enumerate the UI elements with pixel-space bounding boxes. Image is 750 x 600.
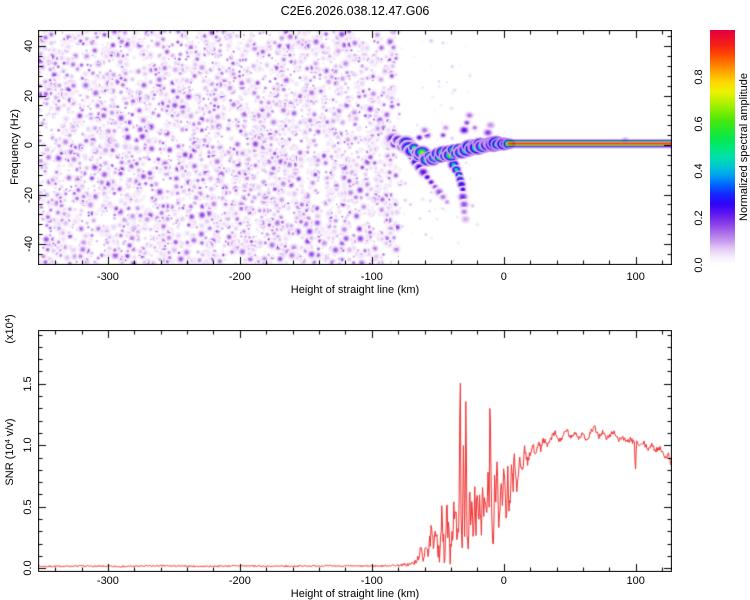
colorbar-tick-label: 0.4: [693, 163, 705, 179]
spectrogram-y-tick-label: -40: [23, 236, 35, 252]
spectrogram-x-tick-label: 100: [626, 271, 645, 283]
snr-x-tick-label: -200: [228, 575, 251, 587]
colorbar-tick-label: 0.2: [693, 210, 705, 226]
snr-plot: [38, 330, 672, 572]
spectrogram-x-tick-label: -100: [360, 271, 383, 283]
snr-x-axis-label: Height of straight line (km): [290, 588, 420, 600]
colorbar-tick-label: 0.0: [693, 257, 705, 273]
colorbar-tick-label: 0.8: [693, 69, 705, 85]
spectrogram-y-tick-label: -20: [23, 186, 35, 203]
spectrogram-y-tick-label: 0: [23, 141, 35, 149]
spectrogram-y-tick-label: 20: [23, 89, 35, 102]
snr-axis-scale-note: (x104): [2, 314, 17, 344]
colorbar: [710, 30, 735, 265]
snr-x-tick-label: -100: [360, 575, 383, 587]
spectrogram-plot: [38, 30, 672, 265]
spectrogram-x-axis-label: Height of straight line (km): [290, 284, 420, 296]
snr-x-tick-label: 100: [626, 575, 645, 587]
spectrogram-y-tick-label: 40: [23, 39, 35, 53]
spectrogram-x-tick-label: -300: [96, 271, 119, 283]
page-title: C2E6.2026.038.12.47.G06: [280, 4, 430, 18]
snr-x-tick-label: 0: [500, 575, 507, 587]
spectrogram-y-axis-label: Frequency (Hz): [9, 109, 21, 185]
colorbar-label: Normalized spectral amplitude: [738, 73, 750, 221]
spectrogram-x-tick-label: 0: [500, 271, 507, 283]
snr-y-axis-label: SNR (104 v/v): [2, 418, 17, 486]
snr-y-tick-label: 0.0: [22, 560, 34, 576]
snr-x-tick-label: -300: [96, 575, 119, 587]
snr-y-tick-label: 1.0: [22, 437, 34, 453]
colorbar-tick-label: 0.6: [693, 116, 705, 132]
snr-y-tick-label: 0.5: [22, 499, 34, 515]
snr-y-tick-label: 1.5: [22, 376, 34, 392]
spectrogram-x-tick-label: -200: [228, 271, 251, 283]
